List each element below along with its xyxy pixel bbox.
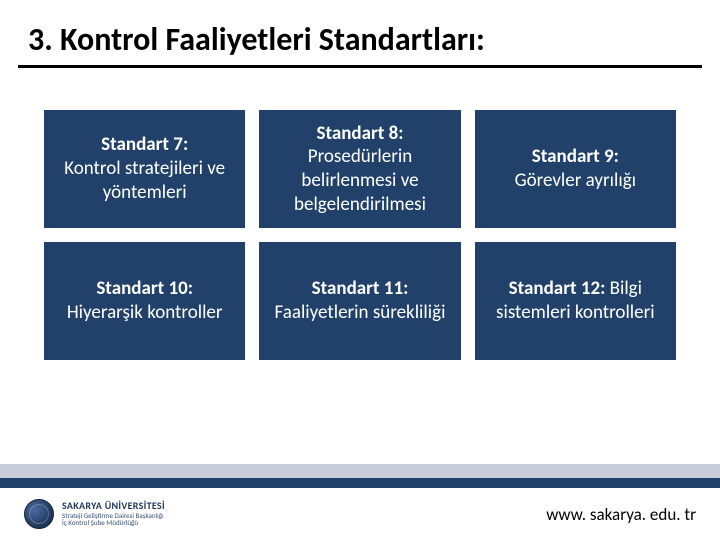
card-body: Hiyerarşik kontroller bbox=[67, 301, 223, 324]
card-content: Standart 9: Görevler ayrılığı bbox=[515, 145, 636, 193]
card-heading: Standart 9: bbox=[532, 145, 619, 168]
card-heading: Standart 8: bbox=[316, 122, 403, 145]
card-body: Görevler ayrılığı bbox=[515, 169, 636, 192]
card-content: Standart 10: Hiyerarşik kontroller bbox=[67, 277, 223, 325]
cards-grid: Standart 7: Kontrol stratejileri ve yönt… bbox=[0, 68, 720, 360]
card-standart-7: Standart 7: Kontrol stratejileri ve yönt… bbox=[44, 110, 245, 228]
slide: 3. Kontrol Faaliyetleri Standartları: St… bbox=[0, 0, 720, 540]
footer: SAKARYA ÜNİVERSİTESİ Strateji Geliştirme… bbox=[0, 488, 720, 540]
footer-bar-dark bbox=[0, 478, 720, 488]
card-heading: Standart 11: bbox=[312, 277, 409, 300]
card-standart-10: Standart 10: Hiyerarşik kontroller bbox=[44, 242, 245, 360]
card-standart-12: Standart 12: Bilgi sistemleri kontroller… bbox=[475, 242, 676, 360]
logo-text: SAKARYA ÜNİVERSİTESİ Strateji Geliştirme… bbox=[62, 501, 165, 526]
card-body: Prosedürlerin belirlenmesi ve belgelendi… bbox=[294, 145, 426, 216]
page-title: 3. Kontrol Faaliyetleri Standartları: bbox=[0, 0, 720, 65]
card-body: Faaliyetlerin sürekliliği bbox=[275, 301, 446, 324]
card-heading: Standart 12: bbox=[509, 277, 606, 300]
card-content: Standart 11: Faaliyetlerin sürekliliği bbox=[275, 277, 446, 325]
card-standart-11: Standart 11: Faaliyetlerin sürekliliği bbox=[259, 242, 460, 360]
globe-icon bbox=[24, 499, 54, 529]
card-content: Standart 7: Kontrol stratejileri ve yönt… bbox=[56, 133, 233, 204]
card-heading: Standart 7: bbox=[101, 133, 188, 156]
card-heading: Standart 10: bbox=[96, 277, 193, 300]
card-content: Standart 8: Prosedürlerin belirlenmesi v… bbox=[271, 122, 448, 217]
card-standart-9: Standart 9: Görevler ayrılığı bbox=[475, 110, 676, 228]
url-text: www. sakarya. edu. tr bbox=[546, 504, 696, 525]
footer-bars bbox=[0, 464, 720, 488]
card-content: Standart 12: Bilgi sistemleri kontroller… bbox=[487, 277, 664, 325]
logo-line3: İç Kontrol Şube Müdürlüğü bbox=[62, 519, 165, 526]
card-standart-8: Standart 8: Prosedürlerin belirlenmesi v… bbox=[259, 110, 460, 228]
footer-bar-light bbox=[0, 464, 720, 478]
card-body: Kontrol stratejileri ve yöntemleri bbox=[64, 157, 225, 204]
logo: SAKARYA ÜNİVERSİTESİ Strateji Geliştirme… bbox=[24, 499, 165, 529]
